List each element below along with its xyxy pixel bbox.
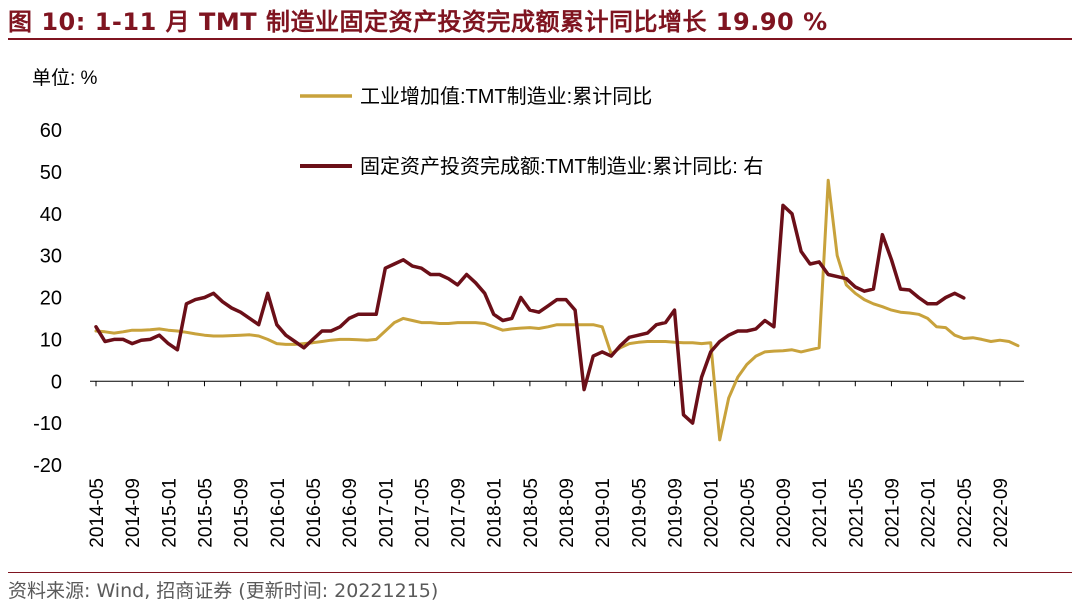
x-tick-label: 2014-09 bbox=[123, 478, 144, 548]
x-tick-label: 2022-09 bbox=[991, 478, 1012, 548]
footer-divider bbox=[8, 572, 1072, 573]
x-tick-label: 2021-09 bbox=[882, 478, 903, 548]
series-lines bbox=[94, 178, 1020, 442]
x-tick-label: 2018-09 bbox=[557, 478, 578, 548]
x-tick-label: 2017-05 bbox=[412, 478, 433, 548]
x-tick-label: 2017-01 bbox=[376, 478, 397, 548]
line-chart: 单位: % -20 -10 0 10 20 30 40 50 60 2014-05 2014-09… bbox=[32, 67, 1024, 548]
figure-title: 图 10: 1-11 月 TMT 制造业固定资产投资完成额累计同比增长 19.9… bbox=[8, 8, 828, 36]
x-tick-label: 2019-01 bbox=[593, 478, 614, 548]
x-tick-label: 2016-05 bbox=[304, 478, 325, 548]
y-tick-label: 40 bbox=[40, 204, 62, 226]
x-axis: 2014-05 2014-09 2015-01 2015-05 2015-09 2016-… bbox=[87, 380, 1024, 548]
x-tick-label: 2022-01 bbox=[919, 478, 940, 548]
y-tick-label: 0 bbox=[51, 371, 62, 393]
x-tick-label: 2014-05 bbox=[87, 478, 108, 548]
y-tick-label: 60 bbox=[40, 120, 62, 142]
unit-label: 单位: % bbox=[32, 67, 98, 89]
source-note: 资料来源: Wind, 招商证券 (更新时间: 20221215) bbox=[8, 580, 439, 602]
legend-label: 工业增加值:TMT制造业:累计同比 bbox=[360, 85, 652, 108]
x-tick-label: 2021-05 bbox=[846, 478, 867, 548]
y-tick-label: -10 bbox=[33, 413, 62, 435]
x-tick-label: 2017-09 bbox=[449, 478, 470, 548]
x-tick-label: 2015-05 bbox=[195, 478, 216, 548]
series-line-industrial-value-added bbox=[94, 178, 1020, 442]
x-tick-label: 2019-05 bbox=[629, 478, 650, 548]
x-tick-label: 2016-09 bbox=[340, 478, 361, 548]
x-tick-label: 2020-09 bbox=[774, 478, 795, 548]
y-axis: -20 -10 0 10 20 30 40 50 60 bbox=[33, 120, 62, 477]
x-tick-label: 2021-01 bbox=[810, 478, 831, 548]
y-tick-label: 30 bbox=[40, 246, 62, 268]
x-tick-label: 2016-01 bbox=[268, 478, 289, 548]
legend-label: 固定资产投资完成额:TMT制造业:累计同比: 右 bbox=[360, 155, 763, 178]
x-tick-label: 2015-09 bbox=[232, 478, 253, 548]
series-line-fixed-asset-investment bbox=[94, 203, 966, 425]
legend: 工业增加值:TMT制造业:累计同比固定资产投资完成额:TMT制造业:累计同比: … bbox=[300, 85, 763, 178]
x-tick-label: 2020-01 bbox=[702, 478, 723, 548]
title-divider bbox=[8, 38, 1072, 40]
x-tick-label: 2022-05 bbox=[955, 478, 976, 548]
y-tick-label: -20 bbox=[33, 455, 62, 477]
y-tick-label: 10 bbox=[40, 329, 62, 351]
x-tick-label: 2015-01 bbox=[159, 478, 180, 548]
x-tick-label: 2020-05 bbox=[738, 478, 759, 548]
x-tick-label: 2019-09 bbox=[666, 478, 687, 548]
x-tick-label: 2018-05 bbox=[521, 478, 542, 548]
y-tick-label: 20 bbox=[40, 288, 62, 310]
x-tick-label: 2018-01 bbox=[485, 478, 506, 548]
y-tick-label: 50 bbox=[40, 162, 62, 184]
